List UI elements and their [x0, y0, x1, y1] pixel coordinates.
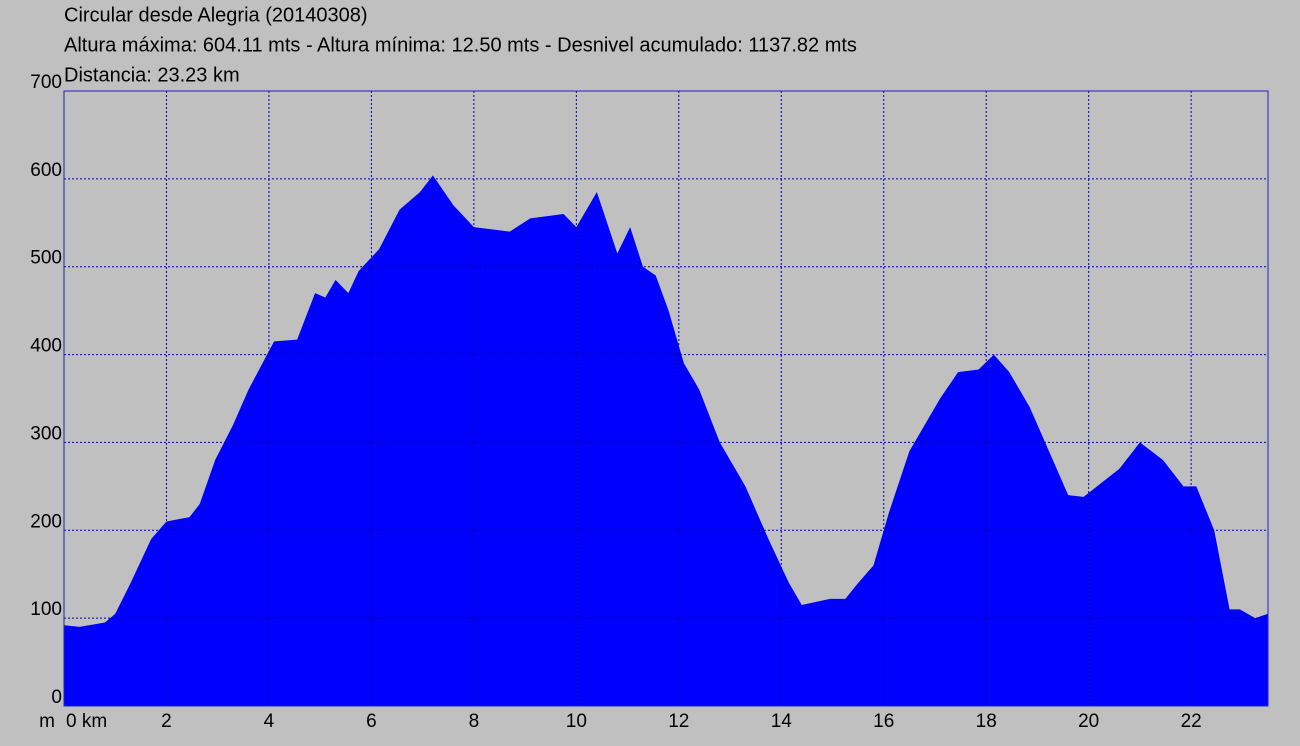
chart-title: Circular desde Alegria (20140308) — [64, 4, 368, 26]
x-tick-label: 8 — [469, 711, 480, 732]
x-tick-label: 0 km — [66, 711, 107, 732]
x-tick-label: 16 — [873, 711, 894, 732]
y-tick-label: 500 — [30, 248, 62, 269]
plot-border — [63, 90, 1269, 707]
x-tick-label: 20 — [1078, 711, 1099, 732]
x-tick-label: 22 — [1181, 711, 1202, 732]
x-tick-label: 12 — [668, 711, 689, 732]
y-axis-label: m — [39, 711, 55, 732]
area — [64, 175, 1268, 707]
x-tick-label: 2 — [161, 711, 172, 732]
y-tick-label: 700 — [30, 72, 62, 93]
chart-subtitle: Altura máxima: 604.11 mts - Altura mínim… — [64, 34, 857, 56]
chart-note: Distancia: 23.23 km — [64, 64, 240, 86]
y-tick-label: 300 — [30, 423, 62, 444]
y-tick-label: 0 — [51, 687, 62, 708]
y-tick-label: 600 — [30, 160, 62, 181]
x-tick-label: 4 — [264, 711, 275, 732]
y-tick-label: 400 — [30, 336, 62, 357]
y-tick-label: 100 — [30, 599, 62, 620]
x-tick-label: 10 — [566, 711, 587, 732]
x-tick-label: 18 — [976, 711, 997, 732]
x-tick-label: 6 — [366, 711, 377, 732]
x-tick-label: 14 — [771, 711, 793, 732]
y-tick-label: 200 — [30, 511, 62, 532]
